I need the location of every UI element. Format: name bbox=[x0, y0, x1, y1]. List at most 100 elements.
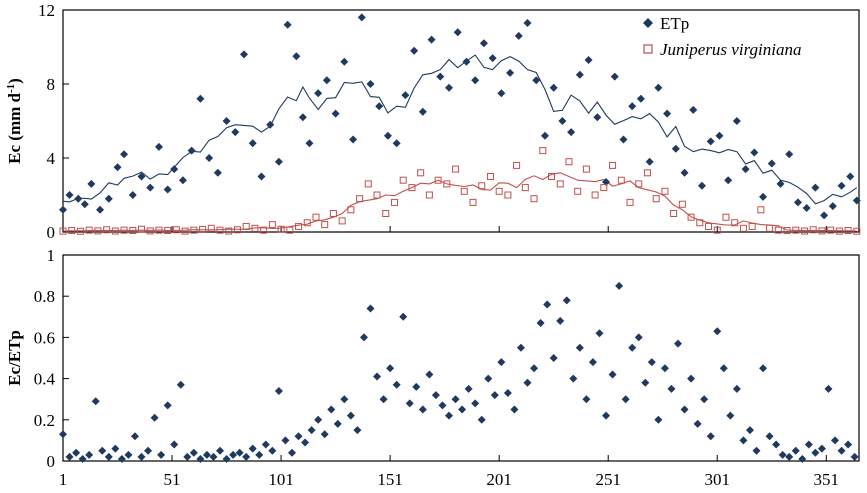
data-point-diamond bbox=[386, 364, 395, 373]
data-point-square bbox=[548, 173, 556, 180]
x-ticks: 1 51 101 151 201 251 301 351 bbox=[59, 470, 839, 489]
y-tick-label: 8 bbox=[47, 75, 56, 94]
data-point-diamond bbox=[229, 450, 238, 459]
data-point-square bbox=[216, 226, 224, 234]
data-point-diamond bbox=[283, 20, 292, 29]
data-point-diamond bbox=[298, 113, 307, 122]
data-point-diamond bbox=[680, 168, 689, 177]
data-point-diamond bbox=[146, 183, 155, 192]
data-point-square bbox=[643, 169, 651, 177]
data-point-square bbox=[242, 222, 250, 230]
data-point-diamond bbox=[322, 76, 331, 85]
data-point-square bbox=[321, 221, 329, 229]
data-point-square bbox=[120, 226, 128, 234]
data-point-diamond bbox=[458, 405, 467, 414]
y-tick-label: 0.8 bbox=[34, 287, 55, 306]
data-point-diamond bbox=[104, 452, 113, 461]
data-point-diamond bbox=[719, 364, 728, 373]
data-point-square bbox=[792, 226, 800, 234]
data-point-square bbox=[260, 226, 268, 234]
data-point-square bbox=[844, 227, 852, 235]
data-point-square bbox=[539, 147, 547, 155]
data-point-diamond bbox=[802, 203, 811, 212]
data-point-diamond bbox=[346, 411, 355, 420]
data-point-square bbox=[687, 213, 695, 221]
data-point-square bbox=[251, 224, 259, 232]
data-point-square bbox=[853, 227, 861, 235]
data-point-diamond bbox=[445, 83, 454, 92]
data-point-diamond bbox=[205, 154, 214, 162]
data-point-diamond bbox=[510, 405, 519, 414]
data-point-diamond bbox=[222, 117, 231, 125]
legend-etp-marker bbox=[643, 18, 653, 28]
top-data-points bbox=[59, 13, 861, 235]
data-point-square bbox=[556, 180, 564, 188]
data-point-diamond bbox=[608, 370, 617, 379]
data-point-square bbox=[678, 200, 686, 208]
x-tick-label: 1 bbox=[59, 470, 68, 489]
data-point-diamond bbox=[765, 432, 774, 441]
data-point-square bbox=[172, 226, 180, 234]
data-point-square bbox=[155, 226, 163, 234]
data-point-diamond bbox=[59, 205, 67, 214]
data-point-diamond bbox=[713, 327, 722, 336]
data-point-diamond bbox=[117, 454, 126, 463]
data-point-square bbox=[705, 222, 713, 230]
data-point-diamond bbox=[353, 426, 362, 435]
bottom-data-points bbox=[59, 281, 859, 463]
data-point-square bbox=[408, 184, 416, 192]
data-point-diamond bbox=[305, 139, 314, 148]
data-point-square bbox=[207, 224, 215, 232]
data-point-square bbox=[181, 227, 189, 235]
data-point-diamond bbox=[255, 450, 264, 459]
data-point-diamond bbox=[331, 109, 340, 118]
data-point-square bbox=[295, 222, 303, 230]
data-point-square bbox=[766, 224, 774, 232]
data-point-diamond bbox=[401, 91, 410, 100]
data-point-square bbox=[286, 226, 294, 234]
data-point-diamond bbox=[844, 440, 853, 449]
data-point-square bbox=[722, 213, 730, 221]
data-point-diamond bbox=[178, 176, 187, 185]
x-tick-label: 251 bbox=[595, 470, 621, 489]
data-point-diamond bbox=[484, 374, 493, 383]
data-point-diamond bbox=[741, 165, 750, 174]
data-point-diamond bbox=[87, 179, 96, 188]
data-point-diamond bbox=[593, 113, 602, 122]
data-point-diamond bbox=[490, 391, 499, 400]
data-point-diamond bbox=[636, 94, 645, 103]
data-point-diamond bbox=[113, 163, 122, 172]
data-point-diamond bbox=[209, 452, 218, 461]
data-point-square bbox=[443, 180, 451, 188]
data-point-diamond bbox=[274, 386, 283, 395]
data-point-square bbox=[129, 227, 137, 235]
x-tick-label: 151 bbox=[377, 470, 403, 489]
data-point-square bbox=[356, 195, 364, 203]
data-point-square bbox=[59, 227, 67, 235]
data-point-diamond bbox=[846, 172, 855, 181]
data-point-diamond bbox=[287, 448, 296, 457]
data-point-diamond bbox=[543, 300, 552, 309]
data-point-diamond bbox=[687, 374, 696, 383]
data-point-diamond bbox=[503, 389, 512, 398]
data-point-diamond bbox=[196, 454, 205, 463]
data-point-diamond bbox=[65, 191, 74, 199]
data-point-diamond bbox=[831, 436, 840, 445]
top-y-axis-label: Ec (mm d-1) bbox=[5, 78, 24, 164]
data-point-diamond bbox=[567, 128, 576, 137]
data-point-square bbox=[190, 226, 198, 234]
y-tick-label: 12 bbox=[38, 1, 55, 20]
data-point-diamond bbox=[785, 452, 794, 461]
x-tick-label: 201 bbox=[486, 470, 512, 489]
data-point-diamond bbox=[137, 172, 146, 181]
data-point-diamond bbox=[850, 452, 859, 461]
data-point-diamond bbox=[479, 39, 488, 48]
data-point-diamond bbox=[392, 139, 401, 148]
data-point-diamond bbox=[663, 109, 672, 118]
data-point-diamond bbox=[445, 411, 454, 420]
data-point-square bbox=[617, 176, 625, 184]
data-point-diamond bbox=[654, 83, 663, 92]
data-point-diamond bbox=[497, 358, 506, 367]
data-point-diamond bbox=[575, 343, 584, 352]
data-point-diamond bbox=[791, 446, 800, 455]
